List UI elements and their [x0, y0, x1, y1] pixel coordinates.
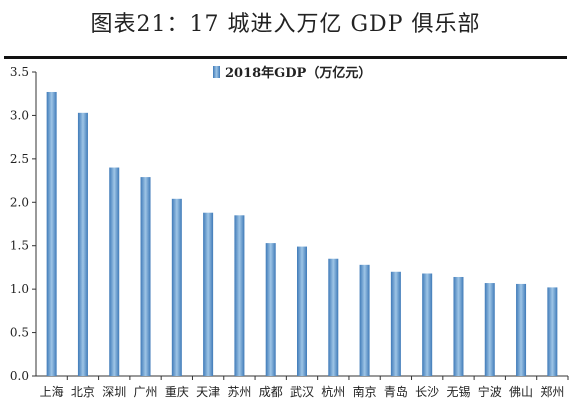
bar-8 [297, 246, 307, 376]
title-divider [4, 56, 567, 59]
bar-0 [46, 91, 57, 376]
bar-11 [390, 271, 401, 376]
x-tick-label: 上海 [40, 384, 64, 399]
y-tick-label: 1.5 [10, 239, 29, 253]
x-tick-label: 北京 [71, 385, 95, 399]
bar-12 [422, 273, 433, 376]
x-tick-label: 苏州 [227, 385, 251, 399]
bar-15 [516, 283, 527, 376]
bar-1 [77, 112, 88, 376]
bar-2 [109, 167, 120, 376]
y-tick-label: 3.0 [10, 108, 29, 122]
x-tick-label: 南京 [353, 384, 377, 399]
bar-5 [203, 212, 214, 376]
bar-4 [171, 198, 182, 376]
bar-7 [265, 243, 276, 376]
y-tick-label: 0.5 [10, 326, 29, 340]
x-tick-label: 无锡 [446, 384, 470, 399]
x-tick-label: 杭州 [321, 384, 345, 399]
x-tick-label: 重庆 [165, 385, 189, 399]
y-tick-label: 1.0 [10, 282, 29, 296]
legend: 2018年GDP（万亿元） [213, 65, 371, 81]
x-tick-label: 郑州 [540, 384, 564, 399]
page-title: 图表21：17 城进入万亿 GDP 俱乐部 [90, 12, 481, 37]
bar-9 [328, 258, 339, 376]
x-tick-label: 青岛 [384, 384, 408, 399]
bar-3 [140, 177, 151, 376]
bar-16 [547, 287, 558, 376]
y-tick-label: 3.5 [10, 65, 29, 79]
legend-swatch [213, 66, 220, 78]
bar-10 [359, 264, 370, 376]
x-tick-label: 成都 [259, 385, 283, 399]
x-tick-label: 广州 [134, 385, 158, 399]
x-tick-label: 武汉 [290, 385, 314, 399]
x-tick-label: 长沙 [415, 385, 439, 399]
x-tick-label: 佛山 [509, 385, 533, 399]
x-tick-label: 深圳 [102, 385, 126, 399]
bar-chart: 0.0 0.5 1.0 1.5 2.0 2.5 3.0 3.5 上海 北京 深圳 广州 重庆 天津 苏州成… [10, 65, 569, 399]
y-tick-label: 2.0 [10, 195, 29, 209]
x-tick-label: 宁波 [478, 384, 502, 399]
bar-6 [234, 215, 245, 376]
x-tick-label: 天津 [196, 385, 220, 399]
y-tick-label: 0.0 [10, 369, 29, 383]
bar-13 [453, 276, 464, 376]
bar-14 [484, 283, 495, 376]
legend-label: 2018年GDP（万亿元） [225, 65, 371, 81]
y-tick-label: 2.5 [10, 152, 29, 166]
